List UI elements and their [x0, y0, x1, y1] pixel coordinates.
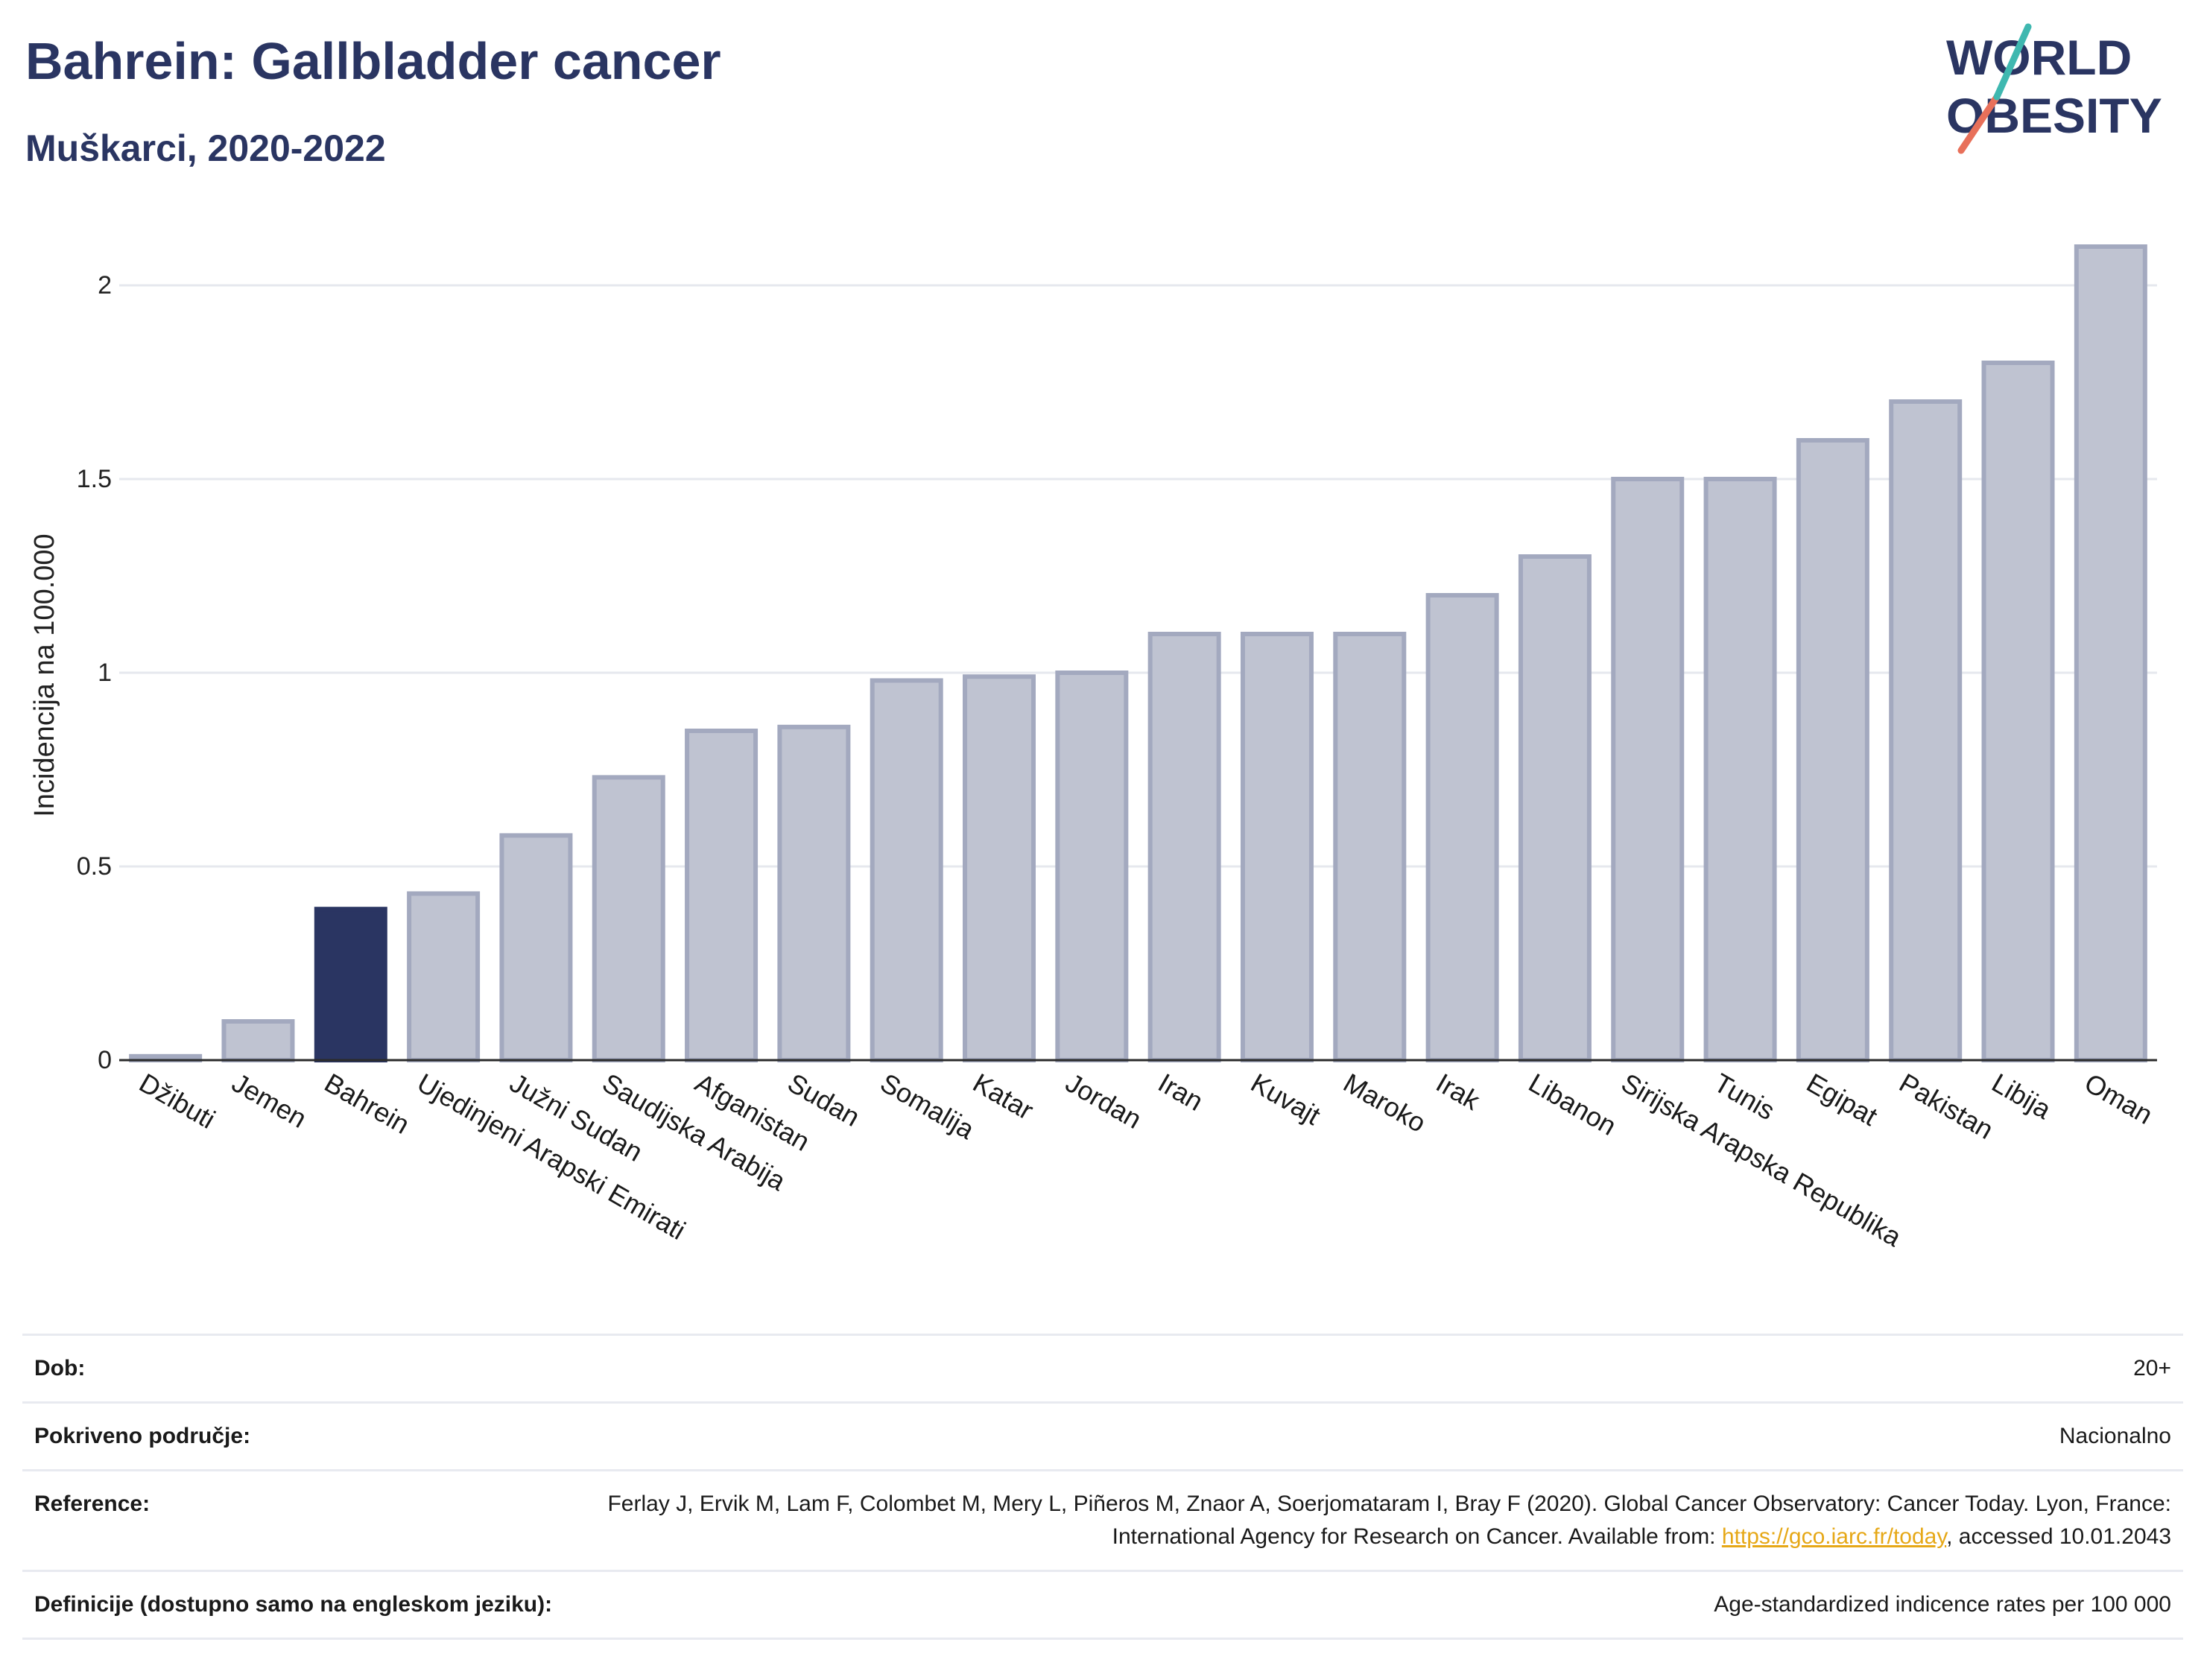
reference-text: Ferlay J, Ervik M, Lam F, Colombet M, Me… [607, 1492, 2171, 1549]
bar-chart: 0 0.5 1 1.5 2 Incidencija na 100.000 Džibuti Je… [29, 244, 2158, 1253]
bar-pakistan [1889, 399, 1963, 1062]
x-tick-label: Jemen [227, 1067, 311, 1134]
y-tick-label: 0.5 [77, 852, 112, 881]
x-tick-label: Tunis [1709, 1067, 1781, 1126]
bar-somalija [870, 678, 943, 1063]
bar-jordan [1055, 671, 1129, 1062]
age-value: 20+ [2133, 1356, 2171, 1381]
bar-bahrein [314, 907, 387, 1062]
bar-tunis [1703, 477, 1777, 1062]
bar-ujedinjeni-arapski-emirati [407, 891, 481, 1063]
info-row-age: Dob: 20+ [22, 1334, 2183, 1401]
x-tick-label: Katar [968, 1067, 1039, 1126]
y-tick-label: 0 [98, 1046, 112, 1074]
page-subtitle: Muškarci, 2020-2022 [25, 127, 386, 169]
info-table: Dob: 20+ Pokriveno područje: Nacionalno … [22, 1334, 2183, 1640]
logo-line1: WORLD [1946, 30, 2132, 85]
bar-sudan [777, 724, 851, 1062]
x-tick-label: Iran [1153, 1067, 1209, 1117]
bar-maroko [1333, 632, 1407, 1062]
y-tick-label: 1 [98, 659, 112, 687]
x-tick-label: Libanon [1524, 1067, 1621, 1141]
reference-value: Ferlay J, Ervik M, Lam F, Colombet M, Me… [607, 1488, 2171, 1553]
info-row-coverage: Pokriveno područje: Nacionalno [22, 1401, 2183, 1469]
x-tick-label: Džibuti [134, 1067, 221, 1135]
bar-oman [2074, 244, 2147, 1062]
x-tick-label: Oman [2080, 1067, 2158, 1130]
y-tick-label: 1.5 [77, 465, 112, 493]
x-tick-label: Jordan [1060, 1067, 1147, 1135]
x-tick-label: Somalija [875, 1067, 981, 1145]
x-tick-label: Maroko [1338, 1067, 1431, 1138]
bar-irak [1425, 593, 1499, 1062]
x-tick-label: Bahrein [320, 1067, 415, 1140]
x-tick-label: Pakistan [1894, 1067, 1998, 1145]
info-row-reference: Reference: Ferlay J, Ervik M, Lam F, Col… [22, 1469, 2183, 1570]
bar-afganistan [685, 729, 759, 1062]
page-title: Bahrein: Gallbladder cancer [25, 32, 721, 90]
definitions-label: Definicije (dostupno samo na engleskom j… [34, 1592, 553, 1617]
reference-link[interactable]: https://gco.iarc.fr/today [1721, 1524, 1947, 1549]
bar-katar [963, 674, 1036, 1062]
bar-libanon [1518, 554, 1592, 1062]
coverage-label: Pokriveno područje: [34, 1424, 251, 1448]
bar-sirijska-arapska-republika [1611, 477, 1685, 1062]
y-tick-label: 2 [98, 271, 112, 299]
x-tick-label: Egipat [1802, 1067, 1883, 1132]
bar-saudijska-arabija [592, 775, 665, 1063]
bar-libija [1981, 361, 2055, 1062]
x-tick-label: Irak [1431, 1067, 1486, 1116]
y-axis-label: Incidencija na 100.000 [29, 533, 60, 817]
bar-iran [1147, 632, 1221, 1062]
bar-egipat [1796, 438, 1869, 1062]
bar-kuvajt [1240, 632, 1314, 1062]
bar-južni-sudan [499, 833, 573, 1063]
reference-suffix: , accessed 10.01.2043 [1946, 1524, 2171, 1549]
age-label: Dob: [34, 1356, 86, 1381]
definitions-value: Age-standardized indicence rates per 100… [1714, 1592, 2171, 1617]
coverage-value: Nacionalno [2059, 1424, 2171, 1448]
x-tick-label: Libija [1987, 1067, 2057, 1125]
bar-jemen [221, 1019, 295, 1062]
reference-label: Reference: [34, 1492, 151, 1516]
info-row-definitions: Definicije (dostupno samo na engleskom j… [22, 1570, 2183, 1640]
x-tick-label: Kuvajt [1246, 1067, 1326, 1131]
world-obesity-logo: WORLD OBESITY [1946, 23, 2162, 154]
